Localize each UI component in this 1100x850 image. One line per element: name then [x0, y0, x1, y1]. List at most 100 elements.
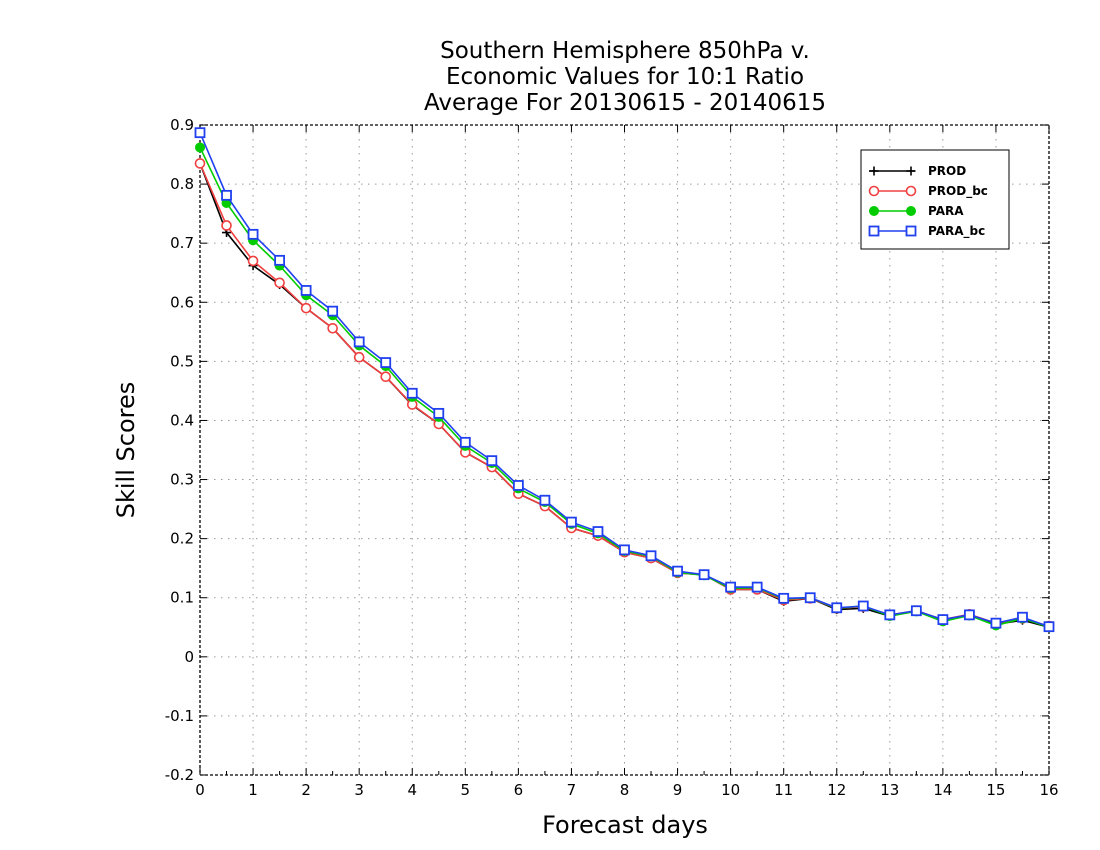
chart-title-line-3: Average For 20130615 - 20140615 — [424, 90, 826, 116]
data-point-para-bc — [1017, 611, 1028, 623]
y-tick-label: -0.2 — [165, 766, 194, 784]
legend-label: PROD — [928, 164, 966, 178]
y-tick-label: 0.9 — [170, 116, 194, 134]
x-axis-title: Forecast days — [542, 811, 708, 839]
legend-marker — [906, 166, 916, 176]
data-point-para-bc — [459, 436, 471, 448]
legend-marker — [869, 206, 879, 216]
chart-title-line-2: Economic Values for 10:1 Ratio — [446, 64, 804, 90]
data-point-para-bc — [274, 254, 285, 266]
y-tick-label: 0.3 — [170, 471, 194, 489]
data-point-para-bc — [221, 189, 232, 201]
x-tick-label: 1 — [248, 781, 258, 799]
data-point-para-bc — [300, 285, 312, 296]
data-point-prod-bc — [274, 277, 285, 289]
x-tick-label: 7 — [567, 781, 577, 799]
legend-label: PARA_bc — [928, 224, 985, 239]
data-point-para-bc — [910, 605, 922, 617]
data-point-prod-bc — [380, 371, 392, 383]
legend: PROD PROD_bc PARA PARA_bc — [860, 149, 1010, 250]
data-point-para-bc — [937, 614, 949, 625]
y-tick-label: 0.6 — [170, 293, 194, 311]
data-point-para-bc — [857, 600, 869, 612]
legend-label: PARA — [928, 204, 964, 218]
data-point-prod-bc — [247, 255, 259, 267]
x-tick-label: 15 — [986, 781, 1005, 799]
data-point-prod-bc — [327, 322, 338, 334]
data-point-para-bc — [566, 516, 577, 528]
x-tick-label: 13 — [880, 781, 899, 799]
legend-marker — [869, 166, 879, 176]
y-tick-label: 0 — [184, 648, 194, 666]
x-tick-label: 5 — [461, 781, 471, 799]
data-point-para-bc — [645, 550, 657, 562]
legend-marker — [905, 185, 917, 197]
x-tick-label: 4 — [407, 781, 417, 799]
data-point-para-bc — [406, 387, 418, 399]
data-point-para-bc — [698, 569, 710, 581]
legend-marker — [906, 206, 916, 216]
data-point-para-bc — [380, 357, 392, 368]
x-tick-label: 0 — [195, 781, 205, 799]
legend-entry-para-bc: PARA_bc — [868, 224, 985, 239]
data-point-para-bc — [353, 336, 365, 348]
series-para-bc — [194, 127, 1055, 633]
chart-title-line-1: Southern Hemisphere 850hPa v. — [440, 38, 810, 64]
x-tick-label: 6 — [514, 781, 524, 799]
legend-entry-prod: PROD — [869, 164, 966, 178]
data-point-prod-bc — [300, 302, 312, 314]
y-tick-label: 0.1 — [170, 589, 194, 607]
data-point-para-bc — [751, 581, 763, 593]
data-point-para-bc — [194, 127, 206, 139]
x-tick-label: 14 — [933, 781, 952, 799]
data-point-para-bc — [486, 455, 498, 467]
data-point-para-bc — [433, 407, 445, 419]
data-point-para-bc — [1043, 621, 1055, 633]
x-tick-label: 10 — [721, 781, 740, 799]
x-tick-label: 16 — [1039, 781, 1058, 799]
data-point-para-bc — [964, 609, 975, 621]
legend-entry-prod-bc: PROD_bc — [868, 184, 988, 199]
x-tick-label: 12 — [827, 781, 846, 799]
x-tick-label: 9 — [673, 781, 683, 799]
data-point-para-bc — [884, 609, 896, 621]
y-tick-label: 0.4 — [170, 411, 194, 429]
x-tick-label: 11 — [774, 781, 793, 799]
data-point-para-bc — [804, 592, 816, 604]
plot-frame — [199, 124, 1050, 776]
y-tick-label: -0.1 — [165, 707, 194, 725]
y-tick-label: 0.5 — [170, 352, 194, 370]
legend-marker — [868, 225, 880, 237]
legend-marker — [905, 225, 917, 237]
axes: 0 1 2 3 4 5 6 7 8 9 10 11 12 13 14 15 16-0.2-0.100.10.20… — [165, 116, 1059, 799]
data-point-para-bc — [778, 592, 790, 604]
data-point-para-bc — [247, 228, 259, 240]
data-point-para-bc — [592, 526, 604, 537]
data-point-prod-bc — [353, 351, 365, 363]
x-tick-label: 2 — [301, 781, 311, 799]
data-point-prod-bc — [221, 220, 232, 231]
legend-marker — [868, 185, 880, 197]
x-tick-label: 8 — [620, 781, 630, 799]
legend-entry-para: PARA — [869, 204, 964, 218]
data-point-para — [195, 142, 205, 153]
data-point-para-bc — [725, 581, 737, 593]
legend-label: PROD_bc — [928, 184, 988, 199]
data-point-para-bc — [539, 494, 551, 506]
data-point-para-bc — [327, 305, 339, 317]
y-axis-title: Skill Scores — [112, 382, 140, 519]
x-tick-label: 3 — [354, 781, 364, 799]
series-group — [194, 127, 1055, 633]
y-tick-label: 0.2 — [170, 530, 194, 548]
data-point-para-bc — [831, 602, 843, 614]
data-point-para-bc — [672, 565, 683, 577]
data-point-para-bc — [990, 617, 1002, 629]
data-point-para-bc — [512, 480, 524, 491]
y-tick-label: 0.7 — [170, 234, 194, 252]
legend-box — [860, 149, 1010, 250]
data-point-prod-bc — [194, 158, 206, 169]
y-tick-label: 0.8 — [170, 175, 194, 193]
data-point-para-bc — [619, 544, 630, 556]
